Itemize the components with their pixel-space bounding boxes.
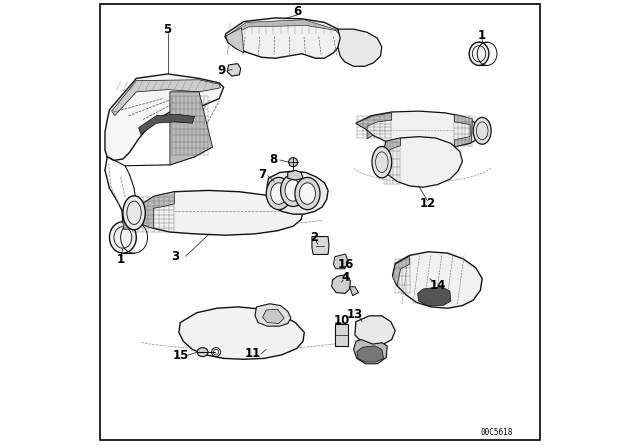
Polygon shape xyxy=(262,309,284,323)
Text: 11: 11 xyxy=(244,347,261,361)
Text: 10: 10 xyxy=(333,314,349,327)
Polygon shape xyxy=(123,207,136,229)
Ellipse shape xyxy=(266,177,291,210)
Polygon shape xyxy=(179,307,305,359)
Text: 7: 7 xyxy=(259,168,267,181)
Polygon shape xyxy=(105,74,224,160)
Polygon shape xyxy=(355,316,396,345)
Polygon shape xyxy=(139,114,195,134)
Ellipse shape xyxy=(285,180,301,201)
Text: 16: 16 xyxy=(338,258,354,271)
Ellipse shape xyxy=(280,174,306,207)
Text: 15: 15 xyxy=(173,349,189,362)
Text: 3: 3 xyxy=(172,250,180,263)
Polygon shape xyxy=(454,114,472,147)
Ellipse shape xyxy=(300,183,316,204)
Polygon shape xyxy=(356,113,392,139)
Text: 8: 8 xyxy=(269,152,277,166)
Text: 00C5618: 00C5618 xyxy=(481,428,513,437)
Polygon shape xyxy=(392,256,410,286)
Text: 6: 6 xyxy=(294,4,301,18)
Ellipse shape xyxy=(197,348,208,357)
Polygon shape xyxy=(382,137,463,187)
Polygon shape xyxy=(349,287,358,296)
Polygon shape xyxy=(112,80,221,116)
Ellipse shape xyxy=(473,117,491,144)
Text: 12: 12 xyxy=(419,197,436,211)
Text: 2: 2 xyxy=(310,231,319,244)
Polygon shape xyxy=(131,192,174,228)
Polygon shape xyxy=(267,171,328,214)
Polygon shape xyxy=(382,138,401,167)
Ellipse shape xyxy=(123,196,145,230)
Polygon shape xyxy=(288,170,303,180)
Polygon shape xyxy=(225,18,342,58)
Polygon shape xyxy=(333,254,348,269)
Polygon shape xyxy=(392,252,482,308)
Polygon shape xyxy=(332,275,351,293)
Text: 14: 14 xyxy=(429,279,445,293)
Ellipse shape xyxy=(109,222,136,253)
Ellipse shape xyxy=(295,177,320,210)
Ellipse shape xyxy=(469,42,489,65)
Text: 13: 13 xyxy=(347,308,363,322)
Polygon shape xyxy=(356,346,383,362)
Polygon shape xyxy=(338,29,382,66)
Polygon shape xyxy=(170,92,212,165)
Polygon shape xyxy=(418,287,451,306)
Polygon shape xyxy=(226,28,244,53)
Polygon shape xyxy=(131,190,303,235)
Text: 4: 4 xyxy=(342,271,350,284)
Ellipse shape xyxy=(271,183,287,204)
Polygon shape xyxy=(335,324,348,346)
Ellipse shape xyxy=(372,146,392,178)
Polygon shape xyxy=(312,237,329,254)
Polygon shape xyxy=(227,64,241,76)
Text: 1: 1 xyxy=(478,29,486,43)
Polygon shape xyxy=(356,111,482,149)
Text: 9: 9 xyxy=(218,64,225,78)
Ellipse shape xyxy=(289,158,298,167)
Text: 1: 1 xyxy=(116,253,125,267)
Text: 5: 5 xyxy=(164,22,172,36)
Polygon shape xyxy=(228,20,342,37)
Polygon shape xyxy=(353,340,387,364)
Polygon shape xyxy=(255,304,291,326)
